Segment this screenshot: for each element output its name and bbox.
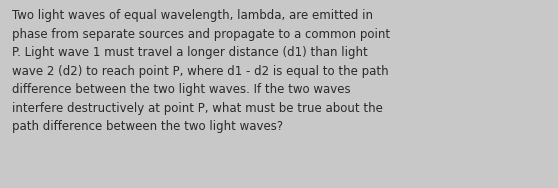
Text: Two light waves of equal wavelength, lambda, are emitted in
phase from separate : Two light waves of equal wavelength, lam…	[12, 9, 391, 133]
